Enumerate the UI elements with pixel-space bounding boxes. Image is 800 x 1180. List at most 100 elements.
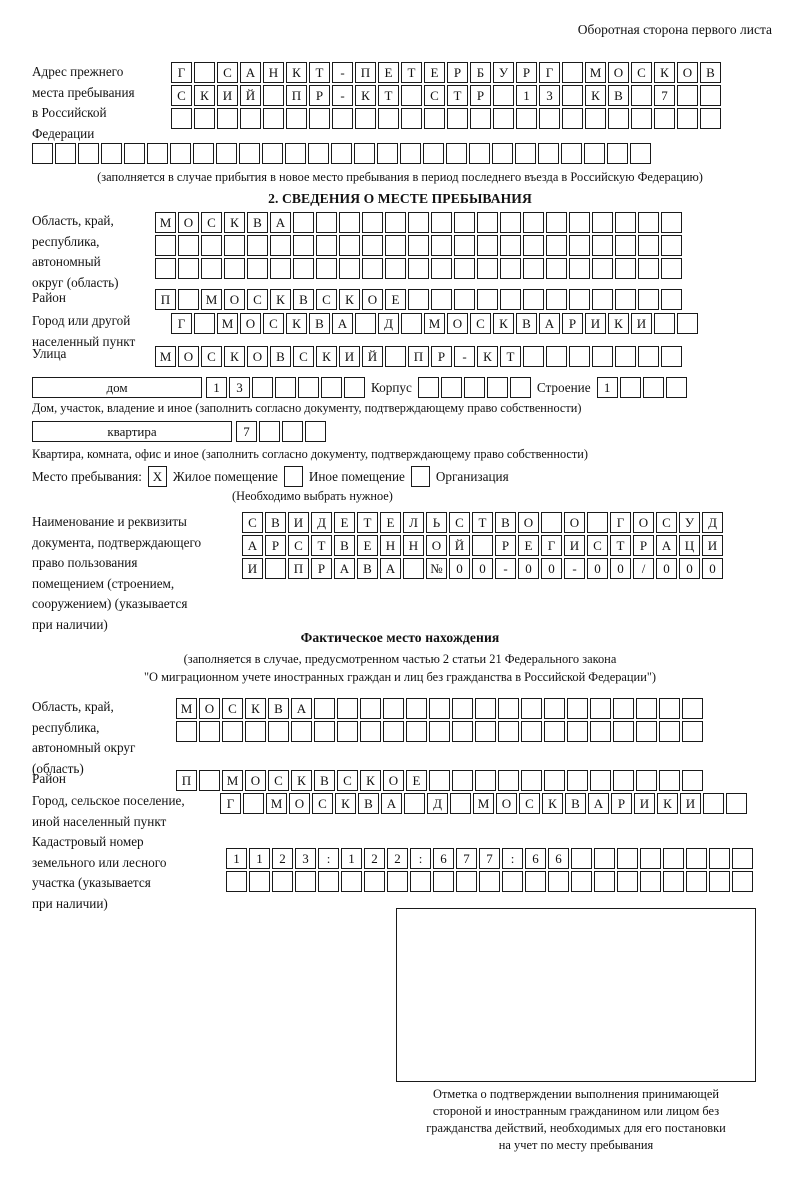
region-row-3-cell-23[interactable] — [661, 258, 682, 279]
region-row-1-cell-18[interactable] — [546, 212, 567, 233]
previous-address-row-3-cell-17[interactable] — [539, 108, 560, 129]
cadastral-row-1-cell-18[interactable] — [617, 848, 638, 869]
actual-district-row-cell-9[interactable]: К — [360, 770, 381, 791]
district-row-cell-19[interactable] — [569, 289, 590, 310]
flat-row[interactable]: квартира 7 — [32, 421, 326, 442]
document-row-1-cell-12[interactable]: В — [495, 512, 516, 533]
previous-address-row-3-cell-5[interactable] — [263, 108, 284, 129]
actual-district-row-cell-5[interactable]: С — [268, 770, 289, 791]
previous-address-row-2-cell-21[interactable] — [631, 85, 652, 106]
city-row-cell-14[interactable]: С — [470, 313, 491, 334]
actual-city-row-cell-17[interactable]: А — [588, 793, 609, 814]
stay-type-checkbox-organization[interactable] — [410, 466, 430, 487]
korpus-cells-cell-1[interactable] — [417, 377, 439, 398]
previous-address-row-3-cell-4[interactable] — [240, 108, 261, 129]
previous-address-row-2-cell-4[interactable]: Й — [240, 85, 261, 106]
previous-address-row-3-cell-11[interactable] — [401, 108, 422, 129]
region-row-3-cell-7[interactable] — [293, 258, 314, 279]
previous-address-row-3-cell-2[interactable] — [194, 108, 215, 129]
document-row-1-cell-19[interactable]: С — [656, 512, 677, 533]
region-row-3-cell-10[interactable] — [362, 258, 383, 279]
region-row-3-cell-9[interactable] — [339, 258, 360, 279]
document-row-1-cell-18[interactable]: О — [633, 512, 654, 533]
korpus-cells[interactable] — [417, 377, 531, 398]
previous-address-row-3-cell-23[interactable] — [677, 108, 698, 129]
previous-address-row-3-cell-10[interactable] — [378, 108, 399, 129]
district-row-cell-21[interactable] — [615, 289, 636, 310]
region-row-3-cell-2[interactable] — [178, 258, 199, 279]
region-row-1-cell-13[interactable] — [431, 212, 452, 233]
previous-address-row-2-cell-13[interactable]: Т — [447, 85, 468, 106]
region-row-1-cell-19[interactable] — [569, 212, 590, 233]
district-row-cell-5[interactable]: С — [247, 289, 268, 310]
actual-city-row-cell-11[interactable] — [450, 793, 471, 814]
previous-address-row-1-cell-23[interactable]: О — [677, 62, 698, 83]
document-row-2-cell-11[interactable] — [472, 535, 493, 556]
actual-region-row-2-cell-13[interactable] — [452, 721, 473, 742]
actual-district-row-cell-15[interactable] — [498, 770, 519, 791]
city-row-cell-6[interactable]: К — [286, 313, 307, 334]
cadastral-row-2-cell-1[interactable] — [226, 871, 247, 892]
previous-address-row-3-cell-7[interactable] — [309, 108, 330, 129]
cadastral-row-1-cell-19[interactable] — [640, 848, 661, 869]
previous-address-row-4-cell-20[interactable] — [469, 143, 490, 164]
previous-address-row-4-cell-7[interactable] — [170, 143, 191, 164]
region-row-2-cell-8[interactable] — [316, 235, 337, 256]
house-number-cells-cell-5[interactable] — [298, 377, 319, 398]
document-row-2-cell-8[interactable]: Н — [403, 535, 424, 556]
district-row-cell-4[interactable]: О — [224, 289, 245, 310]
document-row-3-cell-2[interactable] — [265, 558, 286, 579]
district-row-cell-7[interactable]: В — [293, 289, 314, 310]
region-row-3[interactable] — [155, 258, 682, 279]
previous-address-row-3-cell-13[interactable] — [447, 108, 468, 129]
region-row-1-cell-6[interactable]: А — [270, 212, 291, 233]
actual-district-row-cell-14[interactable] — [475, 770, 496, 791]
previous-address-row-3-cell-18[interactable] — [562, 108, 583, 129]
cadastral-row-2-cell-9[interactable] — [410, 871, 431, 892]
cadastral-row-1-cell-13[interactable]: : — [502, 848, 523, 869]
city-row-cell-1[interactable]: Г — [171, 313, 192, 334]
document-row-3-cell-7[interactable]: А — [380, 558, 401, 579]
previous-address-row-2-cell-12[interactable]: С — [424, 85, 445, 106]
actual-district-row-cell-23[interactable] — [682, 770, 703, 791]
actual-city-row-cell-12[interactable]: М — [473, 793, 494, 814]
actual-region-row-1-cell-10[interactable] — [383, 698, 404, 719]
district-row-cell-23[interactable] — [661, 289, 682, 310]
document-row-3-cell-4[interactable]: Р — [311, 558, 332, 579]
previous-address-row-2-cell-11[interactable] — [401, 85, 422, 106]
previous-address-row-1-cell-22[interactable]: К — [654, 62, 675, 83]
previous-address-row-4-cell-14[interactable] — [331, 143, 352, 164]
previous-address-row-3-cell-16[interactable] — [516, 108, 537, 129]
previous-address-row-2-cell-2[interactable]: К — [194, 85, 215, 106]
cadastral-row-2-cell-12[interactable] — [479, 871, 500, 892]
previous-address-row-2-cell-23[interactable] — [677, 85, 698, 106]
document-row-1-cell-10[interactable]: С — [449, 512, 470, 533]
region-row-3-cell-14[interactable] — [454, 258, 475, 279]
previous-address-row-3-cell-9[interactable] — [355, 108, 376, 129]
actual-region-row-1-cell-8[interactable] — [337, 698, 358, 719]
actual-city-row-cell-10[interactable]: Д — [427, 793, 448, 814]
previous-address-row-2-cell-17[interactable]: 3 — [539, 85, 560, 106]
cadastral-row-2-cell-18[interactable] — [617, 871, 638, 892]
district-row-cell-15[interactable] — [477, 289, 498, 310]
stay-type-checkbox-residential[interactable]: Х — [147, 466, 167, 487]
actual-region-row-1-cell-11[interactable] — [406, 698, 427, 719]
previous-address-row-4-cell-21[interactable] — [492, 143, 513, 164]
region-row-2-cell-12[interactable] — [408, 235, 429, 256]
district-row-cell-6[interactable]: К — [270, 289, 291, 310]
previous-address-row-2-cell-24[interactable] — [700, 85, 721, 106]
previous-address-row-2-cell-7[interactable]: Р — [309, 85, 330, 106]
region-row-1-cell-12[interactable] — [408, 212, 429, 233]
district-row-cell-1[interactable]: П — [155, 289, 176, 310]
previous-address-row-2-cell-9[interactable]: К — [355, 85, 376, 106]
region-row-3-cell-3[interactable] — [201, 258, 222, 279]
cadastral-row-2-cell-2[interactable] — [249, 871, 270, 892]
actual-region-row-2-cell-7[interactable] — [314, 721, 335, 742]
city-row-cell-16[interactable]: В — [516, 313, 537, 334]
